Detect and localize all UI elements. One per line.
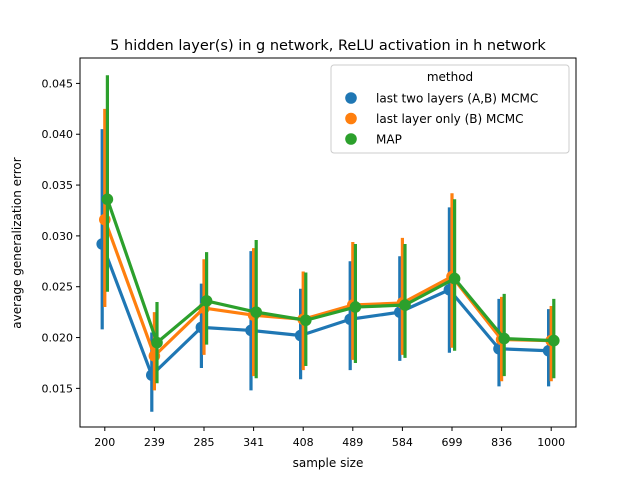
data-point	[300, 314, 312, 327]
legend-marker	[345, 92, 357, 104]
y-tick-label: 0.030	[42, 230, 74, 243]
legend-item: MAP	[345, 133, 402, 147]
plot-area	[96, 75, 560, 412]
y-tick-label: 0.045	[42, 77, 74, 90]
x-tick-label: 836	[491, 436, 512, 449]
series-line	[103, 219, 552, 358]
y-tick-label: 0.040	[42, 128, 74, 141]
legend-marker	[345, 112, 357, 125]
legend-item: last layer only (B) MCMC	[345, 112, 523, 126]
data-point	[151, 336, 163, 349]
data-point	[448, 272, 461, 285]
y-tick-label: 0.035	[42, 179, 74, 192]
legend-label: MAP	[376, 133, 402, 147]
data-point	[250, 306, 262, 318]
x-tick-label: 584	[392, 436, 413, 449]
x-tick-label: 285	[194, 436, 215, 449]
legend-title: method	[427, 70, 473, 84]
series-line	[105, 198, 554, 345]
series-3	[101, 75, 560, 384]
y-tick-label: 0.025	[42, 281, 74, 294]
data-point	[399, 299, 411, 311]
x-tick-label: 489	[342, 436, 363, 449]
legend: method last two layers (A,B) MCMC last lay…	[330, 64, 570, 154]
x-tick-label: 341	[243, 436, 264, 449]
data-point	[548, 334, 560, 347]
legend-box	[330, 64, 570, 154]
legend-label: last layer only (B) MCMC	[376, 112, 523, 126]
legend-item: last two layers (A,B) MCMC	[345, 92, 538, 106]
axes-frame	[79, 57, 577, 428]
legend-label: last two layers (A,B) MCMC	[376, 92, 538, 106]
x-tick-label: 408	[293, 436, 314, 449]
data-point	[101, 193, 114, 206]
series-1	[96, 129, 555, 412]
data-point	[200, 295, 213, 307]
y-tick-label: 0.015	[42, 382, 74, 395]
x-tick-label: 1000	[537, 436, 565, 449]
x-tick-label: 200	[94, 436, 115, 449]
series-line	[100, 243, 549, 377]
axes: 0.015 0.020 0.025 0.030 0.035 0.040 0.045 200 23…	[42, 57, 577, 449]
y-axis-label: average generalization error	[10, 157, 24, 328]
y-tick-label: 0.020	[42, 332, 74, 345]
chart-title: 5 hidden layer(s) in g network, ReLU act…	[110, 38, 546, 54]
x-tick-label: 239	[144, 436, 165, 449]
x-tick-label: 699	[442, 436, 463, 449]
data-point	[349, 301, 362, 313]
x-axis-label: sample size	[293, 456, 364, 470]
legend-marker	[345, 133, 357, 145]
data-point	[498, 332, 511, 345]
